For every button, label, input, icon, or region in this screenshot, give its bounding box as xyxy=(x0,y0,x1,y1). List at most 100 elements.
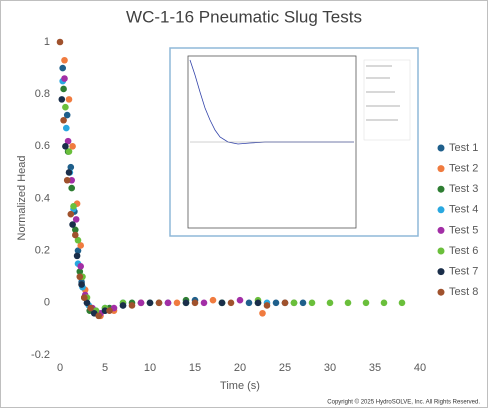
point xyxy=(68,184,75,192)
point xyxy=(69,143,76,150)
point xyxy=(326,299,334,307)
point xyxy=(362,299,370,307)
point xyxy=(73,252,81,260)
point xyxy=(290,299,298,307)
legend-label: Test 5 xyxy=(449,224,478,236)
point xyxy=(87,304,94,312)
point xyxy=(128,302,136,309)
point xyxy=(65,148,73,155)
point xyxy=(281,299,289,307)
point xyxy=(236,296,244,304)
legend-label: Test 3 xyxy=(449,183,478,195)
point xyxy=(74,247,82,254)
legend-label: Test 6 xyxy=(449,245,478,257)
legend-label: Test 1 xyxy=(449,142,478,154)
point xyxy=(62,103,69,111)
point xyxy=(200,299,208,307)
point xyxy=(65,169,73,176)
point xyxy=(65,96,73,103)
point xyxy=(67,163,75,171)
chart-title: WC-1-16 Pneumatic Slug Tests xyxy=(126,7,362,26)
point xyxy=(61,56,68,64)
point xyxy=(63,124,70,132)
point xyxy=(164,299,172,307)
point xyxy=(77,242,84,249)
y-tick-label: 0 xyxy=(44,297,50,309)
legend-marker xyxy=(437,268,445,276)
inset-image xyxy=(169,47,419,237)
point xyxy=(76,268,84,275)
legend-label: Test 7 xyxy=(449,266,478,278)
legend-marker xyxy=(437,185,445,193)
point xyxy=(218,299,226,307)
point xyxy=(60,85,67,93)
point xyxy=(182,299,190,307)
point xyxy=(308,299,316,307)
point xyxy=(119,302,127,309)
point xyxy=(63,176,71,184)
point xyxy=(106,307,113,314)
point xyxy=(398,299,406,307)
point xyxy=(67,210,75,218)
y-tick-label: 0.8 xyxy=(35,88,50,100)
point xyxy=(380,299,388,307)
point xyxy=(61,75,68,82)
point xyxy=(263,302,271,309)
legend-marker xyxy=(437,206,445,214)
point xyxy=(245,299,253,307)
x-axis-label: Time (s) xyxy=(220,380,260,392)
point xyxy=(299,299,307,307)
x-tick-label: 30 xyxy=(324,362,336,374)
point xyxy=(227,299,235,307)
x-tick-label: 35 xyxy=(369,362,381,374)
point xyxy=(72,216,80,223)
point xyxy=(146,299,154,307)
point xyxy=(173,299,181,307)
x-tick-label: 0 xyxy=(57,362,63,374)
legend-marker xyxy=(437,247,445,255)
point xyxy=(64,137,72,145)
point xyxy=(137,299,145,307)
x-tick-label: 15 xyxy=(189,362,201,374)
y-tick-label: 0.2 xyxy=(35,245,50,257)
x-tick-label: 20 xyxy=(234,362,246,374)
y-tick-label: -0.2 xyxy=(31,349,50,361)
y-tick-label: 0.4 xyxy=(35,192,50,204)
point xyxy=(344,299,352,307)
point xyxy=(72,231,79,239)
legend-label: Test 8 xyxy=(449,286,478,298)
point xyxy=(95,312,102,320)
y-tick-label: 1 xyxy=(44,36,50,48)
legend-marker xyxy=(437,226,445,234)
point xyxy=(83,299,91,307)
point xyxy=(56,38,64,46)
point xyxy=(63,111,71,119)
point xyxy=(59,64,66,72)
legend-marker xyxy=(437,288,445,296)
y-tick-label: 0.6 xyxy=(35,140,50,152)
legend-label: Test 4 xyxy=(449,204,478,216)
point xyxy=(74,236,82,244)
copyright: Copyright © 2025 HydroSOLVE, Inc. All Ri… xyxy=(327,399,480,406)
point xyxy=(62,143,69,150)
point xyxy=(259,309,266,317)
point xyxy=(272,299,280,307)
x-tick-label: 40 xyxy=(414,362,426,374)
point xyxy=(155,299,163,307)
x-tick-label: 25 xyxy=(279,362,291,374)
legend-label: Test 2 xyxy=(449,163,478,175)
point xyxy=(77,263,84,270)
point xyxy=(209,296,217,304)
point xyxy=(58,96,66,103)
point xyxy=(254,299,262,307)
point xyxy=(81,294,88,301)
y-axis-label: Normalized Head xyxy=(16,156,28,241)
point xyxy=(191,299,199,307)
point xyxy=(78,281,85,288)
legend-marker xyxy=(437,165,445,173)
point xyxy=(76,273,84,281)
point xyxy=(69,221,76,228)
x-tick-label: 5 xyxy=(102,362,108,374)
point xyxy=(60,116,67,124)
legend-marker xyxy=(437,144,445,152)
